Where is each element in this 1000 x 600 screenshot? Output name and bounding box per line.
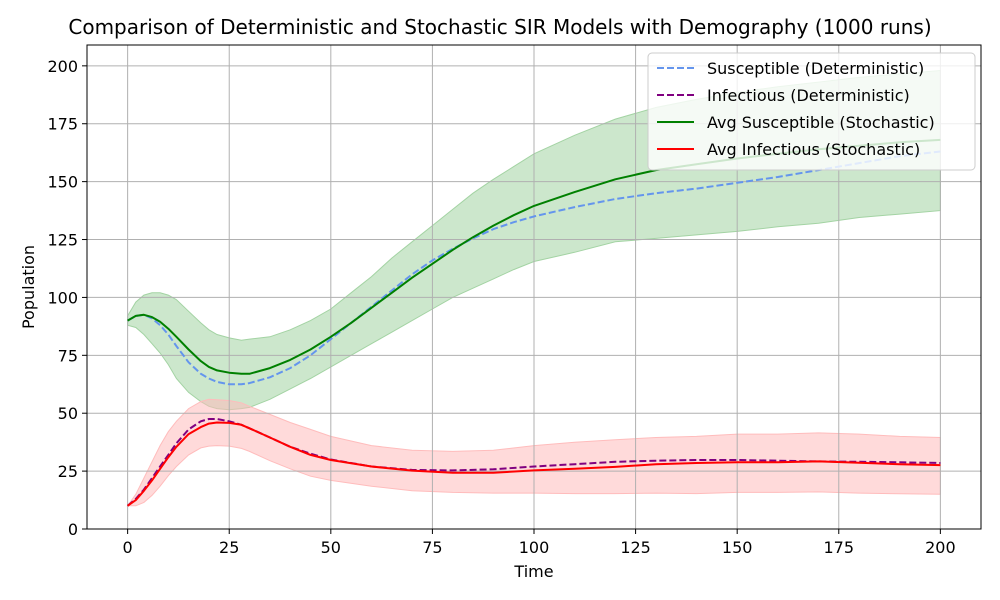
y-tick-label: 100 [47,288,78,307]
x-tick-label: 0 [123,538,133,557]
x-axis-label: Time [513,562,553,581]
x-tick-label: 75 [422,538,442,557]
x-tick-label: 25 [219,538,239,557]
y-axis-ticks: 0 25 50 75 100 125 150 175 200 [47,57,87,539]
chart-title: Comparison of Deterministic and Stochast… [68,15,932,39]
legend-box [647,52,976,171]
y-tick-label: 75 [58,346,78,365]
y-tick-label: 150 [47,173,78,192]
legend-label-1: Infectious (Deterministic) [707,86,910,105]
x-axis-ticks: 0 25 50 75 100 125 150 175 200 [123,529,956,557]
x-tick-label: 150 [722,538,753,557]
legend-label-2: Avg Susceptible (Stochastic) [707,113,935,132]
legend-label-0: Susceptible (Deterministic) [707,59,924,78]
series-line-3 [127,421,941,507]
y-axis-label: Population [19,245,38,329]
y-tick-label: 50 [58,404,78,423]
legend: Susceptible (Deterministic) Infectious (D… [647,52,976,171]
x-tick-label: 175 [823,538,854,557]
x-tick-label: 200 [925,538,956,557]
y-tick-label: 125 [47,231,78,250]
y-tick-label: 25 [58,462,78,481]
legend-label-3: Avg Infectious (Stochastic) [707,140,920,159]
series-line-1 [126,418,941,507]
x-tick-label: 50 [321,538,341,557]
y-tick-label: 0 [68,520,78,539]
x-tick-label: 125 [620,538,651,557]
y-tick-label: 200 [47,57,78,76]
y-tick-label: 175 [47,115,78,134]
x-tick-label: 100 [519,538,550,557]
